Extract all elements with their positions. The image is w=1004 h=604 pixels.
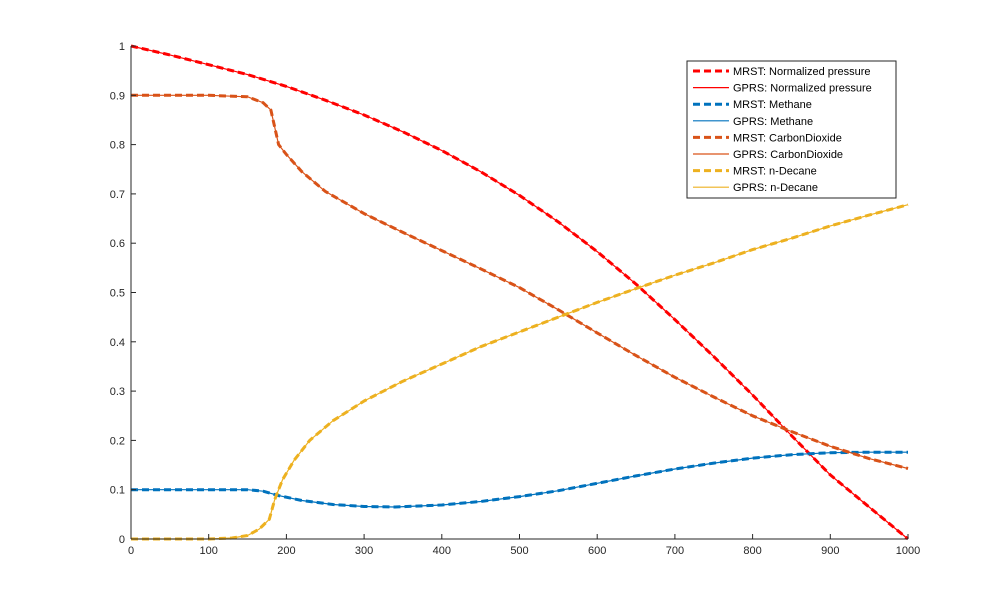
legend-box [686,60,897,199]
x-tick-label: 100 [200,545,218,557]
series-layer [130,44,909,541]
x-tick-label: 500 [510,545,528,557]
legend-label-7: GPRS: n-Decane [733,182,818,194]
x-tick-label: 0 [128,545,134,557]
x-tick-label: 1000 [896,545,920,557]
y-tick-label: 1 [119,41,125,53]
legend-label-6: MRST: n-Decane [733,166,817,178]
legend-label-3: GPRS: Methane [733,116,813,128]
y-tick-label: 0.6 [110,238,125,250]
legend-label-0: MRST: Normalized pressure [733,66,871,78]
legend-label-1: GPRS: Normalized pressure [733,83,872,95]
x-tick-label: 400 [433,545,451,557]
y-tick-label: 0.2 [110,435,125,447]
y-tick-label: 0.5 [110,288,125,300]
series-line-1 [130,45,909,540]
legend-label-4: MRST: CarbonDioxide [733,132,842,144]
series-line-7 [131,204,909,540]
x-tick-label: 300 [355,545,373,557]
y-tick-label: 0.9 [110,90,125,102]
y-tick-label: 0.3 [110,386,125,398]
y-tick-label: 0 [119,534,125,546]
y-tick-label: 0.4 [110,337,125,349]
x-tick-label: 800 [743,545,761,557]
x-tick-label: 600 [588,545,606,557]
y-tick-label: 0.7 [110,189,125,201]
legend-label-2: MRST: Methane [733,99,812,111]
x-tick-label: 200 [277,545,295,557]
series-line-5 [131,94,909,470]
axes-layer: 0 100 200 300 400 500 600 700 800 900 1000 0 0.1 0.2 0… [110,41,921,557]
legend-label-5: GPRS: CarbonDioxide [733,149,843,161]
legend: MRST: Normalized pressure GPRS: Normalize… [686,60,897,199]
x-tick-label: 900 [821,545,839,557]
x-tick-label: 700 [666,545,684,557]
y-tick-label: 0.8 [110,140,125,152]
series-line-3 [131,451,908,508]
y-tick-label: 0.1 [110,485,125,497]
